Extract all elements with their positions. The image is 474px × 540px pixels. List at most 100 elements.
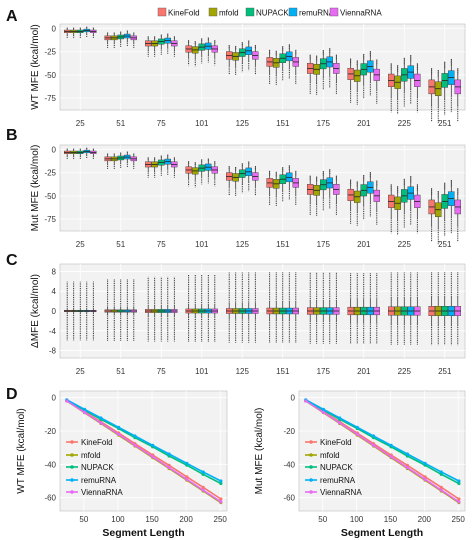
- inset-legend-dot-viennarna: [70, 490, 74, 494]
- inset-legend-label-remurna: remuRNA: [81, 476, 117, 485]
- panel-letter: C: [6, 252, 18, 269]
- point-viennarna: [321, 410, 325, 414]
- panel-letter: B: [6, 127, 18, 144]
- x-tick-label: 75: [157, 240, 166, 249]
- point-viennarna: [151, 455, 155, 459]
- series-line-nupack: [66, 399, 222, 485]
- point-viennarna: [133, 443, 137, 447]
- x-tick-label: 175: [317, 119, 331, 128]
- panel-B: 0 -25 -50 -75 25 51 75 101 125 151 175 201 225 251 B Mu…: [6, 127, 466, 249]
- point-kinefold: [201, 485, 205, 489]
- inset-legend-label-nupack: NUPACK: [81, 463, 114, 472]
- inset-legend-label-viennarna: ViennaRNA: [81, 488, 123, 497]
- point-remurna: [338, 416, 342, 420]
- point-viennarna: [457, 500, 461, 504]
- y-tick-label: -60: [283, 494, 295, 503]
- x-tick-label: 250: [452, 515, 466, 524]
- inset-legend-label-nupack: NUPACK: [320, 463, 353, 472]
- x-tick-label: 101: [195, 240, 209, 249]
- series-line-nupack: [305, 399, 460, 485]
- y-axis-label: WT MFE (kcal/mol): [30, 24, 41, 109]
- y-tick-label: 0: [52, 146, 57, 155]
- legend-swatch-remurna: [288, 7, 298, 17]
- x-tick-label: 150: [145, 515, 159, 524]
- inset-legend-dot-remurna: [70, 478, 74, 482]
- point-viennarna: [201, 488, 205, 492]
- inset-legend-label-remurna: remuRNA: [320, 476, 356, 485]
- x-tick-label: 100: [111, 515, 125, 524]
- x-tick-label: 51: [116, 240, 125, 249]
- x-tick-label: 75: [157, 367, 166, 376]
- x-tick-label: 101: [195, 119, 209, 128]
- inset-legend-label-mfold: mfold: [81, 451, 101, 460]
- x-tick-label: 175: [317, 240, 331, 249]
- y-tick-label: -50: [44, 71, 56, 80]
- x-tick-label: 50: [318, 515, 327, 524]
- y-tick-label: -20: [44, 427, 56, 436]
- x-tick-label: 100: [350, 515, 364, 524]
- x-tick-label: 151: [276, 119, 290, 128]
- x-tick-label: 201: [357, 119, 371, 128]
- x-tick-label: 150: [384, 515, 398, 524]
- series-line-viennarna: [66, 400, 222, 503]
- inset-legend-dot-mfold: [309, 453, 313, 457]
- point-remurna: [117, 425, 121, 429]
- y-tick-label: -40: [44, 460, 56, 469]
- inset-legend-dot-mfold: [70, 453, 74, 457]
- x-tick-label: 201: [357, 240, 371, 249]
- point-viennarna: [99, 421, 103, 425]
- point-remurna: [405, 452, 410, 456]
- point-remurna: [389, 443, 393, 447]
- point-viennarna: [82, 410, 87, 414]
- point-viennarna: [423, 477, 427, 481]
- x-axis-label: Segment Length: [102, 527, 184, 539]
- y-tick-label: -4: [49, 327, 57, 336]
- panel-letter: A: [6, 8, 18, 25]
- x-tick-label: 225: [398, 119, 412, 128]
- point-viennarna: [338, 421, 342, 425]
- point-remurna: [457, 479, 461, 483]
- x-tick-label: 175: [317, 367, 331, 376]
- point-kinefold: [185, 475, 189, 479]
- point-viennarna: [405, 466, 410, 470]
- legend-label-nupack: NUPACK: [256, 9, 289, 18]
- inset-legend-dot-remurna: [309, 478, 313, 482]
- y-tick-label: -75: [44, 94, 56, 103]
- x-tick-label: 225: [398, 367, 412, 376]
- x-tick-label: 25: [76, 119, 85, 128]
- point-viennarna: [185, 477, 189, 481]
- x-tick-label: 101: [195, 367, 209, 376]
- point-remurna: [423, 461, 427, 465]
- legend-swatch-nupack: [245, 7, 255, 17]
- inset-legend-label-mfold: mfold: [320, 451, 340, 460]
- point-viennarna: [355, 432, 359, 436]
- panel-line-1: 0 -20 -40 -60 50 100 150 200 250 D WT MFE (kcal/mo…: [6, 386, 227, 539]
- point-kinefold: [167, 463, 171, 467]
- point-remurna: [355, 425, 359, 429]
- inset-legend-dot-nupack: [70, 465, 74, 469]
- x-tick-label: 75: [157, 119, 166, 128]
- legend-label-mfold: mfold: [219, 9, 239, 18]
- y-tick-label: -75: [44, 215, 56, 224]
- point-remurna: [201, 470, 205, 474]
- inset-legend-dot-kinefold: [309, 440, 313, 444]
- x-tick-label: 251: [438, 367, 452, 376]
- point-nupack: [219, 481, 223, 486]
- point-viennarna: [117, 432, 121, 436]
- point-nupack: [201, 472, 205, 476]
- y-axis-label: Mut MFE (kcal/mol): [254, 408, 265, 495]
- x-tick-label: 151: [276, 240, 290, 249]
- y-axis-label: ΔMFE (kcal/mol): [30, 274, 41, 348]
- x-tick-label: 50: [79, 515, 88, 524]
- x-tick-label: 125: [236, 240, 250, 249]
- point-nupack: [457, 481, 461, 486]
- legend-swatch-viennarna: [329, 7, 339, 17]
- point-viennarna: [219, 500, 223, 504]
- y-tick-label: -8: [49, 347, 57, 356]
- y-tick-label: 8: [52, 267, 57, 276]
- y-tick-label: -20: [283, 427, 295, 436]
- point-remurna: [321, 407, 325, 411]
- legend-label-remurna: remuRNA: [299, 9, 335, 18]
- inset-legend-dot-viennarna: [309, 490, 313, 494]
